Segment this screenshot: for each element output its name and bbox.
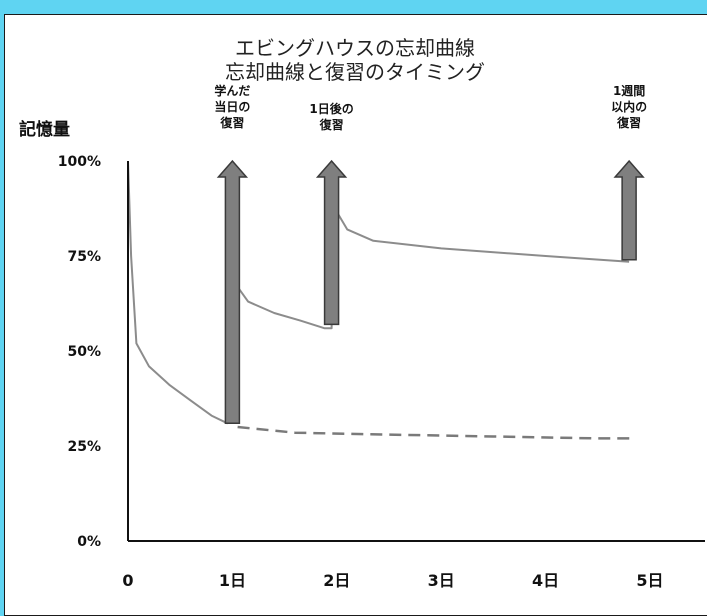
review-arrow bbox=[216, 159, 249, 424]
review-arrow bbox=[613, 159, 645, 261]
y-tick-label: 25% bbox=[67, 439, 101, 455]
review-label-line: 当日の bbox=[214, 99, 250, 114]
y-tick-label: 0% bbox=[77, 534, 101, 550]
y-tick-label: 100% bbox=[58, 154, 101, 170]
review-label-line: 復習 bbox=[616, 115, 641, 130]
review-label-line: 1日後の bbox=[309, 101, 353, 116]
review-label: 1日後の復習 bbox=[309, 101, 353, 132]
no-review-curve bbox=[237, 425, 635, 440]
review-label-line: 1週間 bbox=[613, 83, 645, 98]
title-line-1: エビングハウスの忘却曲線 bbox=[235, 36, 475, 60]
review-label-line: 学んだ bbox=[214, 83, 250, 98]
title-line-2: 忘却曲線と復習のタイミング bbox=[225, 60, 485, 84]
review-arrows bbox=[216, 159, 645, 424]
x-tick-label: 2日 bbox=[323, 571, 350, 590]
x-tick-label: 0 bbox=[122, 571, 133, 590]
retention-curve bbox=[127, 160, 630, 425]
chart-title: エビングハウスの忘却曲線 忘却曲線と復習のタイミング bbox=[225, 36, 485, 84]
y-tick-label: 75% bbox=[67, 249, 101, 265]
axes bbox=[127, 161, 705, 542]
y-tick-label: 50% bbox=[67, 344, 101, 360]
x-tick-label: 4日 bbox=[532, 571, 559, 590]
review-label-line: 復習 bbox=[219, 115, 244, 130]
x-axis-ticks: 0 1日 2日 3日 4日 5日 bbox=[122, 571, 663, 590]
review-arrow bbox=[315, 159, 348, 326]
chart-canvas: エビングハウスの忘却曲線 忘却曲線と復習のタイミング 記憶量 0% 25% 50% 7… bbox=[19, 36, 705, 590]
curves bbox=[127, 160, 635, 440]
y-axis-ticks: 0% 25% 50% 75% 100% bbox=[58, 154, 101, 550]
y-axis-label: 記憶量 bbox=[19, 119, 70, 140]
x-tick-label: 3日 bbox=[428, 571, 455, 590]
review-label: 1週間以内の復習 bbox=[611, 83, 647, 130]
chart-frame: エビングハウスの忘却曲線 忘却曲線と復習のタイミング 記憶量 0% 25% 50% 7… bbox=[4, 14, 707, 616]
review-label-line: 復習 bbox=[319, 117, 344, 132]
x-tick-label: 5日 bbox=[636, 571, 663, 590]
review-label-line: 以内の bbox=[611, 99, 647, 114]
x-tick-label: 1日 bbox=[219, 571, 246, 590]
review-label: 学んだ当日の復習 bbox=[214, 83, 250, 130]
